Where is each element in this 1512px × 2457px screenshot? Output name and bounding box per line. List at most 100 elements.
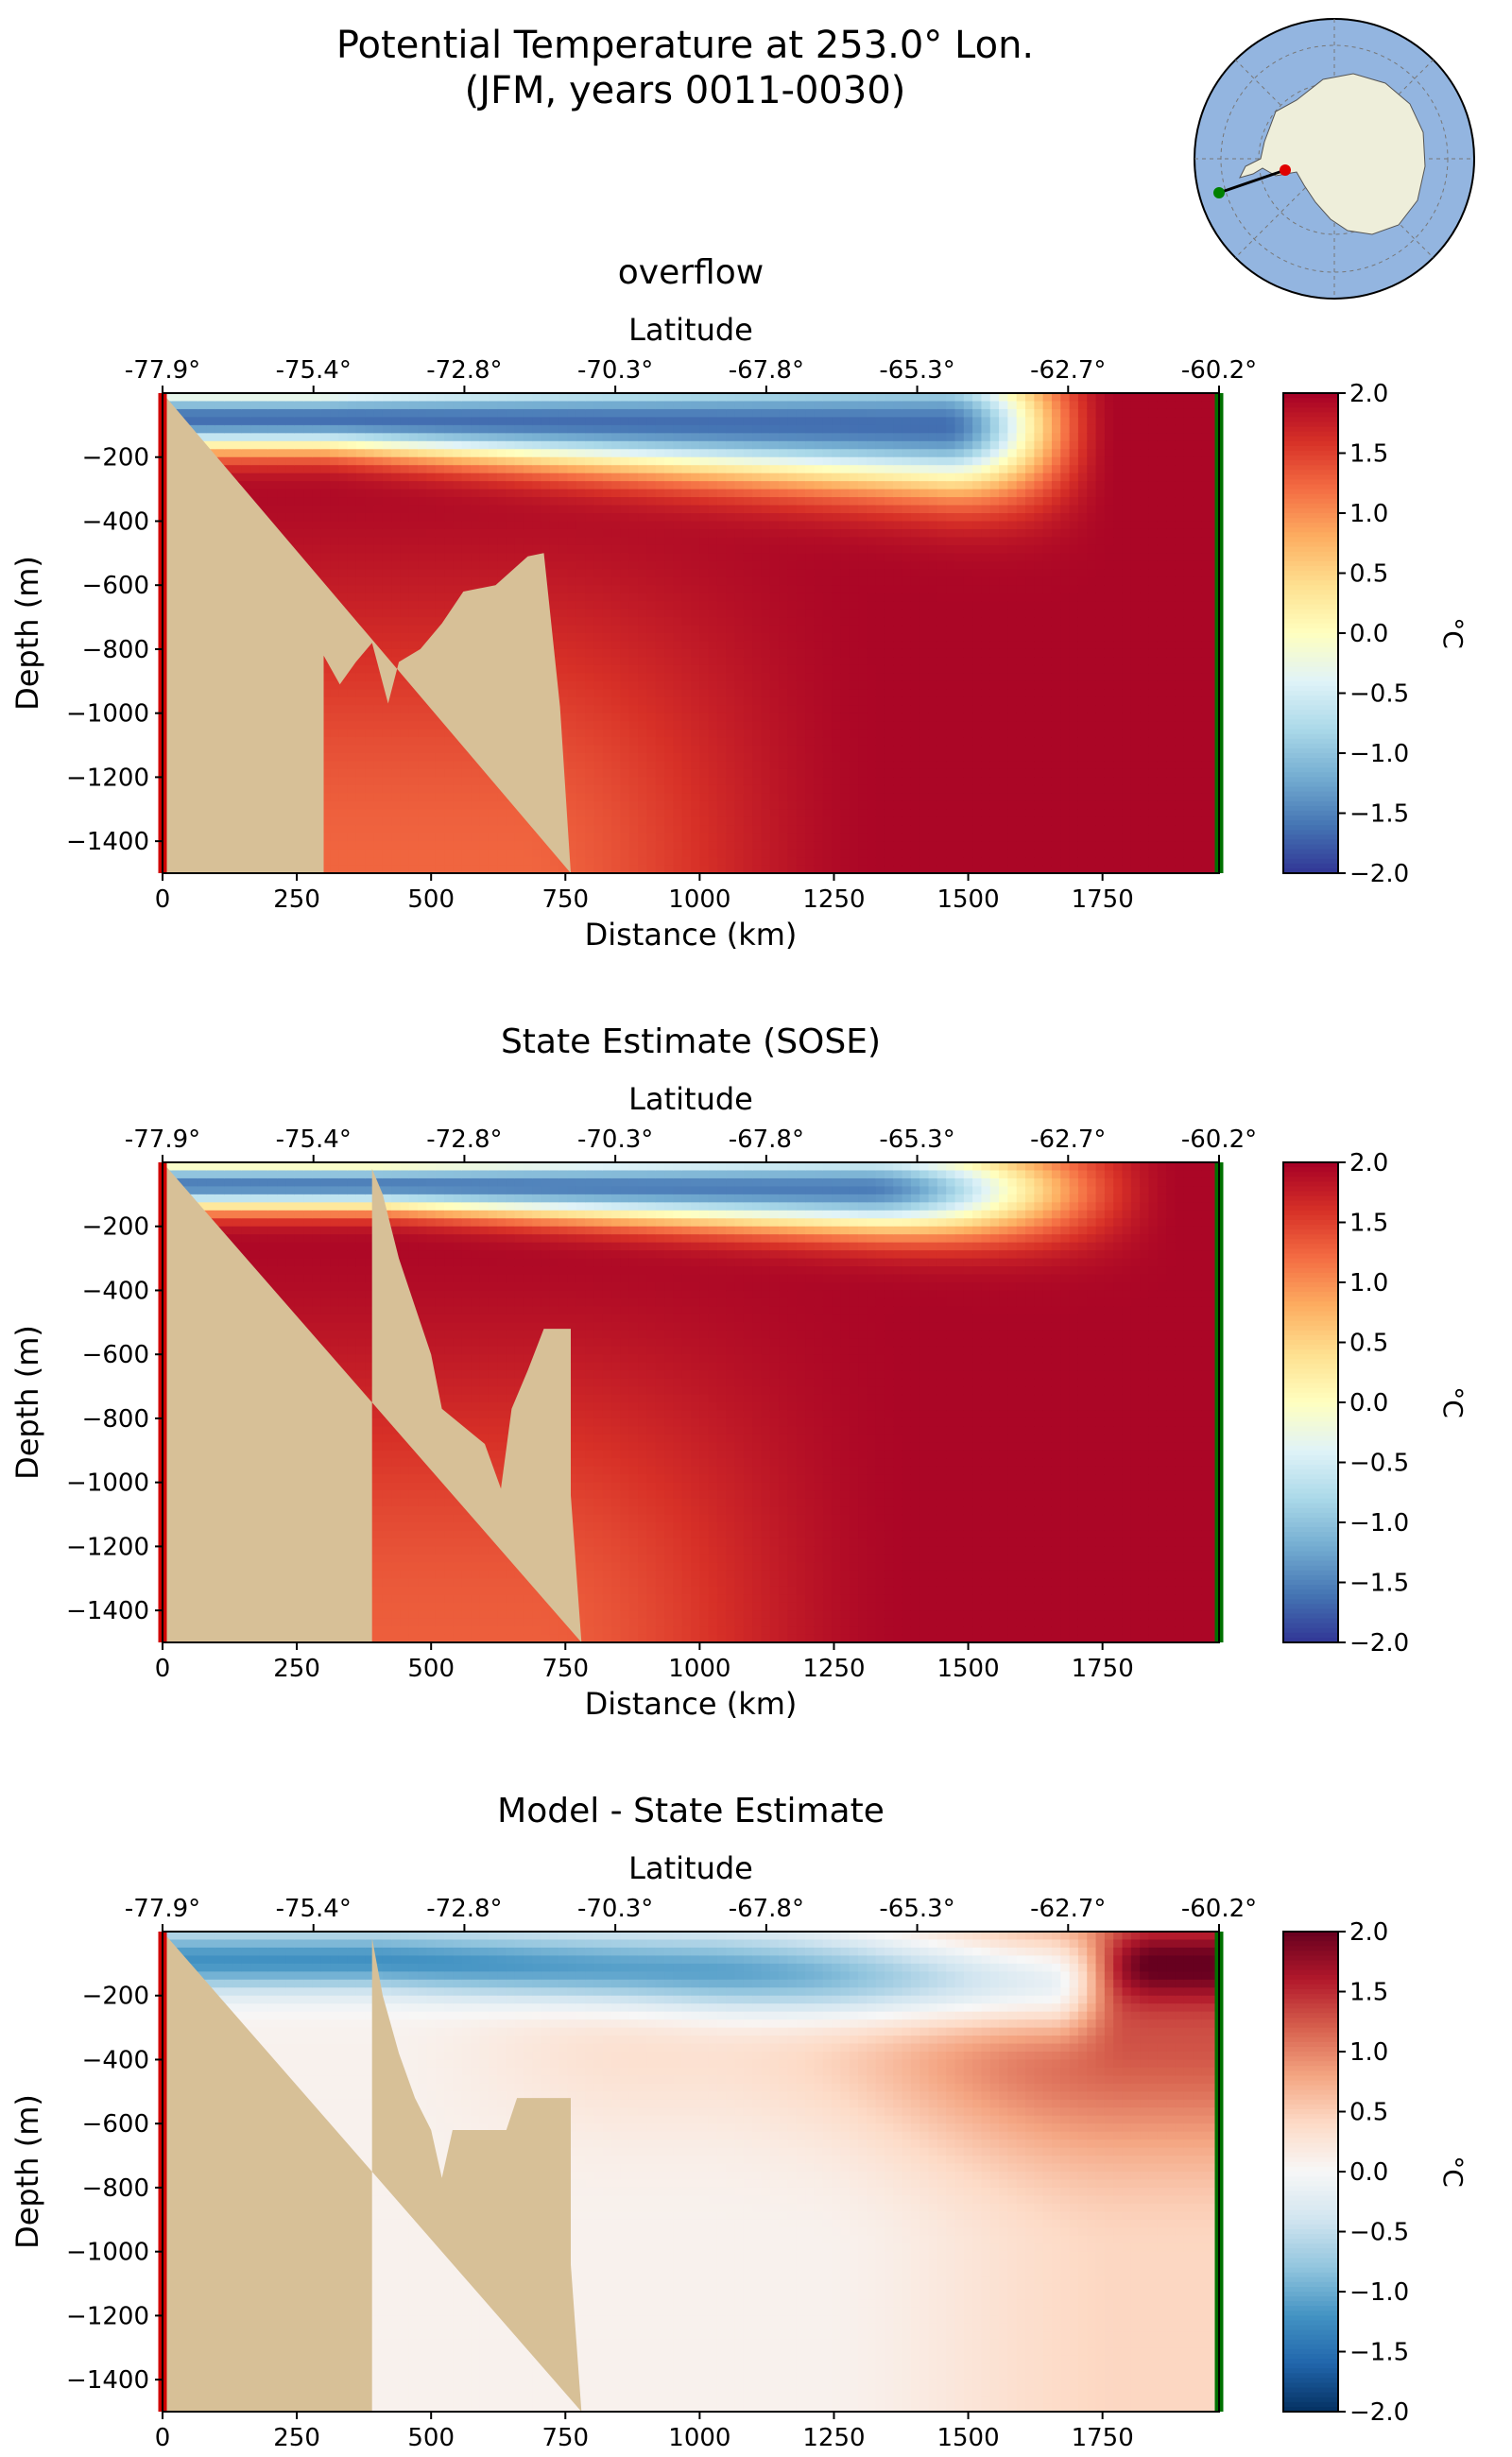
heatmap-cell	[602, 825, 612, 834]
heatmap-cell	[734, 521, 745, 530]
heatmap-cell	[303, 417, 313, 426]
heatmap-cell	[435, 745, 445, 754]
heatmap-cell	[611, 816, 622, 826]
heatmap-cell	[814, 433, 824, 442]
heatmap-cell	[523, 528, 533, 538]
heatmap-cell	[638, 481, 648, 490]
heatmap-cell	[391, 585, 402, 594]
heatmap-cell	[875, 513, 885, 523]
heatmap-cell	[593, 777, 604, 786]
heatmap-cell	[761, 481, 771, 490]
heatmap-cell	[646, 689, 657, 698]
heatmap-cell	[488, 841, 498, 850]
heatmap-cell	[832, 472, 841, 482]
heatmap-cell	[435, 833, 445, 842]
heatmap-cell	[716, 625, 727, 634]
heatmap-cell	[673, 401, 683, 410]
heatmap-cell	[444, 585, 455, 594]
heatmap-cell	[875, 648, 885, 658]
heatmap-cell	[391, 696, 402, 706]
heatmap-cell	[232, 465, 243, 474]
heatmap-cell	[567, 825, 577, 834]
heatmap-cell	[549, 456, 559, 466]
heatmap-cell	[593, 657, 604, 666]
heatmap-cell	[664, 713, 674, 722]
heatmap-cell	[435, 513, 445, 523]
heatmap-cell	[611, 513, 622, 523]
heatmap-cell	[691, 825, 700, 834]
heatmap-cell	[761, 497, 771, 507]
heatmap-cell	[628, 768, 639, 778]
heatmap-cell	[338, 433, 349, 442]
heatmap-cell	[418, 489, 428, 498]
heatmap-cell	[655, 833, 665, 842]
heatmap-cell	[576, 576, 586, 586]
heatmap-cell	[840, 809, 850, 818]
heatmap-cell	[832, 424, 841, 434]
heatmap-cell	[646, 417, 657, 426]
heatmap-cell	[576, 833, 586, 842]
heatmap-cell	[382, 593, 392, 602]
heatmap-cell	[576, 440, 586, 450]
heatmap-cell	[567, 849, 577, 858]
heatmap-cell	[373, 768, 384, 778]
heatmap-cell	[215, 417, 225, 426]
heatmap-cell	[277, 440, 287, 450]
heatmap-cell	[602, 641, 612, 650]
heatmap-cell	[330, 857, 339, 867]
heatmap-cell	[787, 721, 798, 730]
heatmap-cell	[664, 721, 674, 730]
heatmap-cell	[673, 609, 683, 618]
heatmap-cell	[471, 816, 480, 826]
heatmap-cell	[567, 560, 577, 570]
heatmap-cell	[867, 585, 877, 594]
heatmap-cell	[355, 513, 366, 523]
heatmap-cell	[250, 408, 261, 418]
heatmap-cell	[408, 857, 419, 867]
heatmap-cell	[408, 560, 419, 570]
heatmap-cell	[849, 489, 859, 498]
heatmap-cell	[646, 481, 657, 490]
heatmap-cell	[761, 777, 771, 786]
heatmap-cell	[849, 617, 859, 627]
heatmap-cell	[673, 809, 683, 818]
heatmap-cell	[303, 505, 313, 514]
heatmap-cell	[558, 417, 569, 426]
heatmap-cell	[822, 465, 833, 474]
heatmap-cell	[320, 696, 331, 706]
heatmap-cell	[769, 472, 780, 482]
heatmap-cell	[726, 585, 736, 594]
heatmap-cell	[814, 585, 824, 594]
heatmap-cell	[593, 761, 604, 770]
heatmap-cell	[779, 521, 789, 530]
heatmap-cell	[602, 424, 612, 434]
heatmap-cell	[814, 537, 824, 546]
heatmap-cell	[681, 721, 692, 730]
heatmap-cell	[769, 505, 780, 514]
heatmap-cell	[391, 809, 402, 818]
heatmap-cell	[734, 729, 745, 738]
heatmap-cell	[567, 553, 577, 562]
heatmap-cell	[822, 768, 833, 778]
heatmap-cell	[734, 705, 745, 714]
heatmap-cell	[726, 569, 736, 578]
heatmap-cell	[391, 745, 402, 754]
heatmap-cell	[382, 424, 392, 434]
heatmap-cell	[699, 800, 710, 810]
heatmap-cell	[681, 680, 692, 690]
heatmap-cell	[805, 841, 816, 850]
heatmap-cell	[884, 440, 894, 450]
heatmap-cell	[726, 576, 736, 586]
heatmap-cell	[355, 393, 366, 403]
heatmap-cell	[638, 729, 648, 738]
heatmap-cell	[294, 505, 304, 514]
heatmap-cell	[611, 761, 622, 770]
heatmap-cell	[418, 737, 428, 747]
heatmap-cell	[814, 816, 824, 826]
heatmap-cell	[355, 593, 366, 602]
heatmap-cell	[699, 680, 710, 690]
heatmap-cell	[867, 857, 877, 867]
heatmap-cell	[294, 456, 304, 466]
heatmap-cell	[549, 472, 559, 482]
heatmap-cell	[312, 553, 322, 562]
